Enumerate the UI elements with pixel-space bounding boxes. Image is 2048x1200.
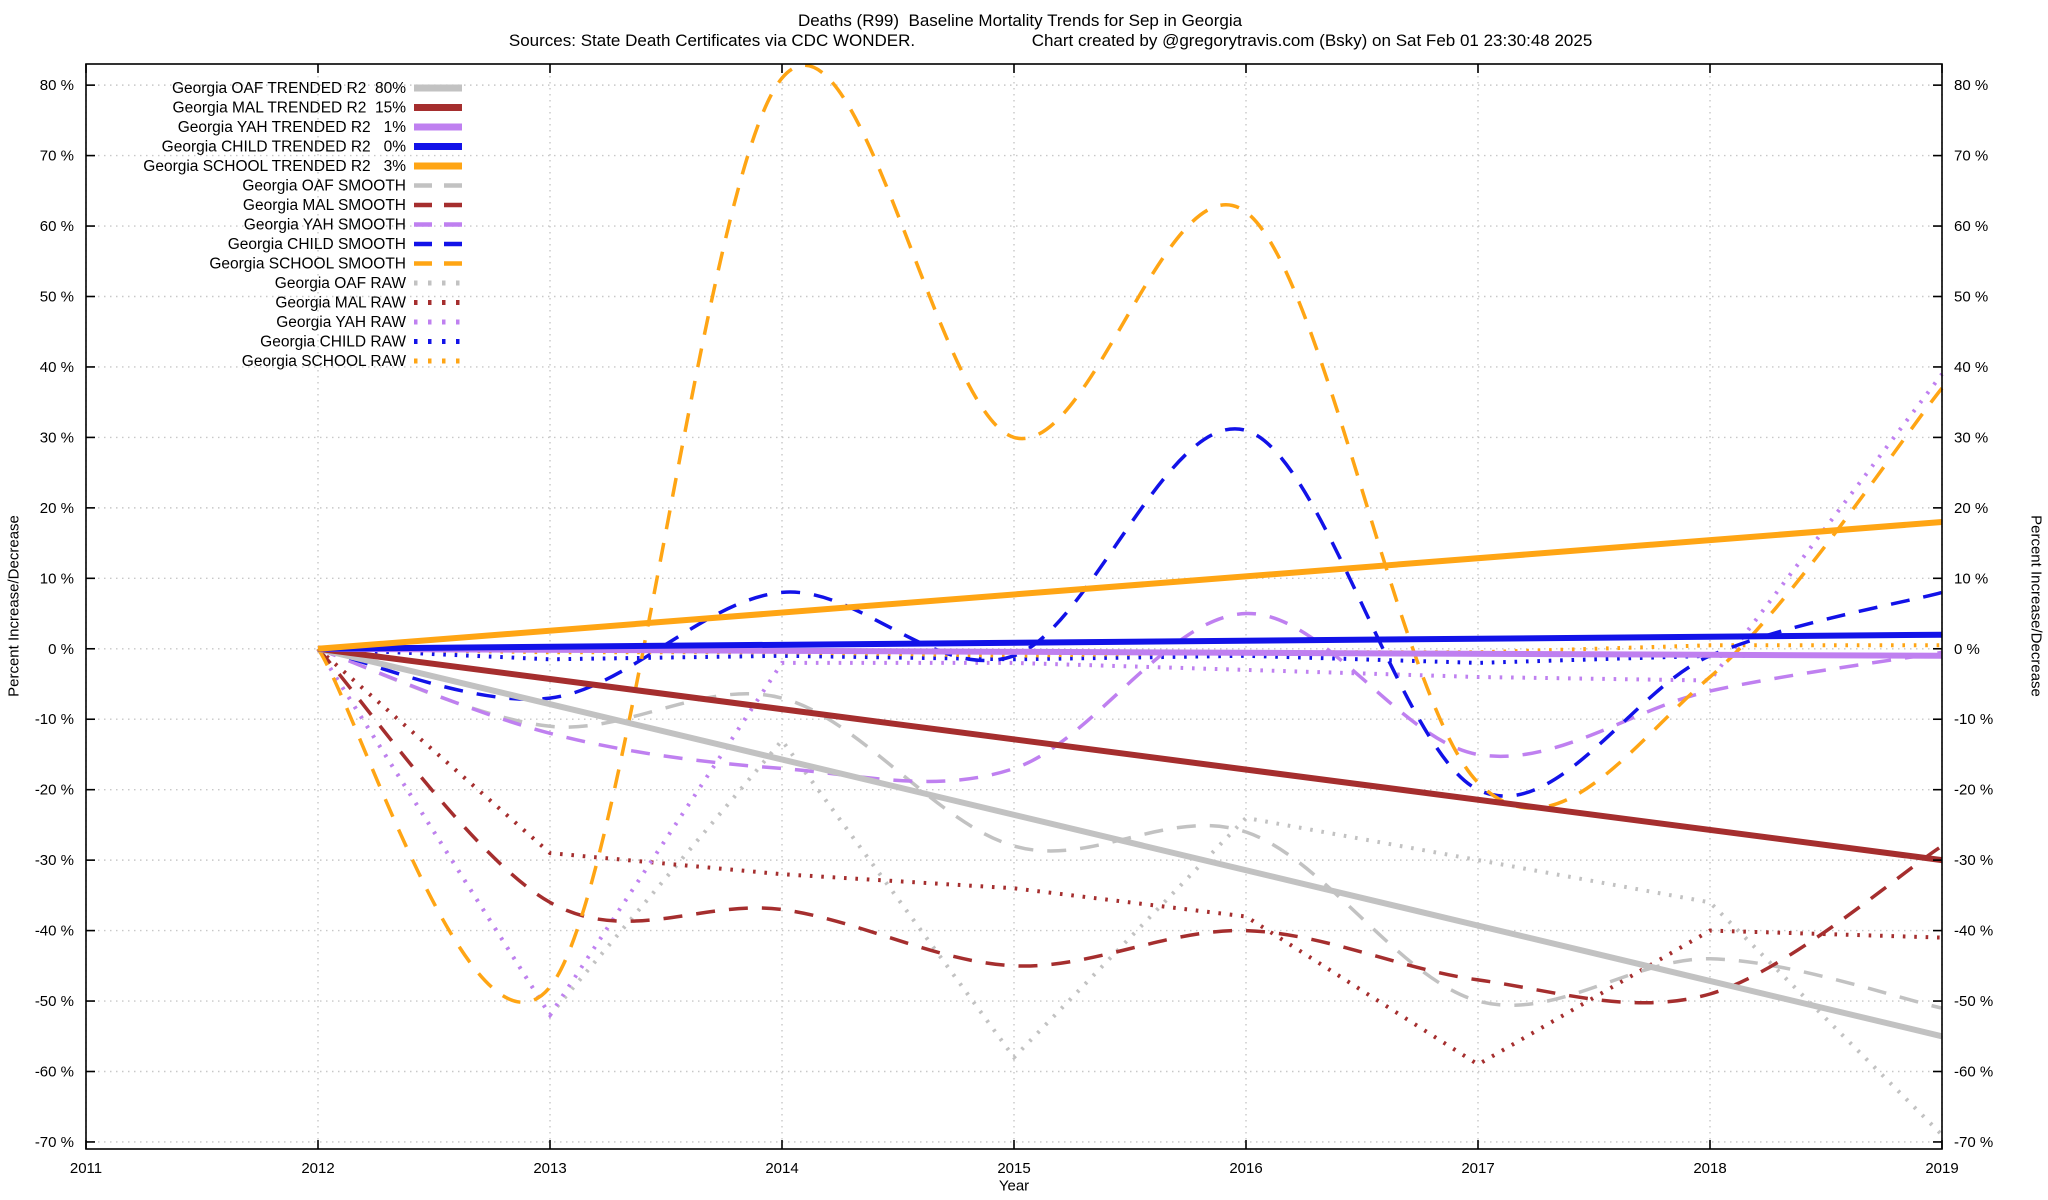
series-georgia-mal-raw (316, 647, 1943, 1067)
y-tick-label-right: 80 % (1954, 77, 1988, 94)
y-tick-label-right: -60 % (1954, 1064, 1993, 1081)
legend-label: Georgia YAH SMOOTH (244, 217, 406, 234)
series-georgia-child-smooth (317, 427, 1943, 798)
legend-label: Georgia OAF TRENDED R2 80% (172, 80, 406, 97)
y-tick-label-right: 70 % (1954, 148, 1988, 165)
series-georgia-mal-trended-r2-15 (317, 645, 1943, 864)
series-georgia-mal-smooth (316, 647, 1943, 1005)
legend-item-georgia-school-smooth: Georgia SCHOOL SMOOTH (209, 256, 462, 273)
x-axis-label: Year (998, 1177, 1030, 1195)
y-tick-label-left: 10 % (40, 570, 74, 587)
legend-item-georgia-yah-raw: Georgia YAH RAW (276, 314, 462, 331)
legend-label: Georgia OAF RAW (275, 275, 407, 292)
y-tick-label-right: 20 % (1954, 500, 1988, 517)
legend-label: Georgia MAL SMOOTH (243, 197, 406, 214)
legend-label: Georgia SCHOOL SMOOTH (209, 256, 406, 273)
legend-label: Georgia SCHOOL RAW (242, 353, 407, 370)
y-tick-label-right: -20 % (1954, 782, 1993, 799)
x-tick-label: 2011 (70, 1160, 102, 1177)
y-tick-label-left: 80 % (40, 77, 74, 94)
y-tick-label-left: 0 % (48, 641, 74, 658)
legend-item-georgia-school-trended-r2-3: Georgia SCHOOL TRENDED R2 3% (143, 158, 462, 175)
y-tick-label-right: -40 % (1954, 923, 1993, 940)
legend-label: Georgia YAH RAW (276, 314, 406, 331)
y-tick-label-right: 60 % (1954, 218, 1988, 235)
series-georgia-school-trended-r2-3 (317, 519, 1943, 652)
y-tick-label-left: -20 % (35, 782, 74, 799)
series-georgia-oaf-raw (316, 647, 1944, 1137)
y-tick-label-left: 50 % (40, 289, 74, 306)
y-tick-label-left: -10 % (35, 711, 74, 728)
y-tick-label-right: 30 % (1954, 429, 1988, 446)
y-tick-label-right: -30 % (1954, 852, 1993, 869)
legend-label: Georgia OAF SMOOTH (242, 178, 406, 195)
credit-note: Chart created by @gregorytravis.com (Bsk… (1031, 31, 1593, 50)
x-tick-label: 2018 (1693, 1160, 1726, 1177)
y-tick-label-left: 70 % (40, 148, 74, 165)
y-tick-label-left: 20 % (40, 500, 74, 517)
x-tick-label: 2019 (1925, 1160, 1958, 1177)
legend-label: Georgia MAL RAW (275, 295, 406, 312)
axis-ticks (85, 64, 1943, 1149)
series-group (316, 63, 1944, 1137)
series-georgia-yah-trended-r2-1 (317, 645, 1943, 659)
source-note: Sources: State Death Certificates via CD… (508, 31, 916, 50)
y-tick-label-left: 40 % (40, 359, 74, 376)
x-tick-label: 2015 (997, 1160, 1030, 1177)
y-tick-label-left: -70 % (35, 1134, 74, 1151)
x-tick-label: 2017 (1461, 1160, 1494, 1177)
chart-title: Deaths (R99) Baseline Mortality Trends f… (797, 11, 1243, 30)
legend-label: Georgia MAL TRENDED R2 15% (173, 100, 407, 117)
legend-item-georgia-oaf-raw: Georgia OAF RAW (275, 275, 462, 292)
x-tick-label: 2013 (533, 1160, 566, 1177)
y-tick-label-left: 30 % (40, 429, 74, 446)
legend-label: Georgia YAH TRENDED R2 1% (178, 119, 406, 136)
legend-item-georgia-oaf-smooth: Georgia OAF SMOOTH (242, 178, 462, 195)
y-tick-label-left: 60 % (40, 218, 74, 235)
legend-item-georgia-school-raw: Georgia SCHOOL RAW (242, 353, 462, 370)
legend-item-georgia-child-raw: Georgia CHILD RAW (260, 334, 462, 351)
tick-labels: -70 % -70 % -60 % -60 % -50 % -50 % -40 % -40 %… (35, 77, 1993, 1177)
legend-label: Georgia CHILD SMOOTH (228, 236, 406, 253)
legend-label: Georgia CHILD RAW (260, 334, 406, 351)
series-georgia-school-smooth (316, 63, 1944, 1004)
series-georgia-oaf-trended-r2-80 (317, 645, 1943, 1040)
legend-item-georgia-mal-raw: Georgia MAL RAW (275, 295, 462, 312)
series-georgia-child-trended-r2-0 (317, 631, 1943, 652)
y-tick-label-right: 40 % (1954, 359, 1988, 376)
legend-label: Georgia SCHOOL TRENDED R2 3% (143, 158, 406, 175)
legend-label: Georgia CHILD TRENDED R2 0% (162, 139, 407, 156)
legend-item-georgia-child-trended-r2-0: Georgia CHILD TRENDED R2 0% (162, 139, 462, 156)
y-tick-label-left: -50 % (35, 993, 74, 1010)
legend-item-georgia-mal-smooth: Georgia MAL SMOOTH (243, 197, 462, 214)
legend: Georgia OAF TRENDED R2 80% Georgia MAL TR… (143, 80, 462, 370)
y-tick-label-right: 0 % (1954, 641, 1980, 658)
legend-item-georgia-child-smooth: Georgia CHILD SMOOTH (228, 236, 462, 253)
y-tick-label-right: -50 % (1954, 993, 1993, 1010)
legend-item-georgia-mal-trended-r2-15: Georgia MAL TRENDED R2 15% (173, 100, 462, 117)
legend-item-georgia-yah-smooth: Georgia YAH SMOOTH (244, 217, 462, 234)
y-tick-label-right: -70 % (1954, 1134, 1993, 1151)
y-tick-label-left: -30 % (35, 852, 74, 869)
y-tick-label-right: -10 % (1954, 711, 1993, 728)
x-tick-label: 2012 (301, 1160, 334, 1177)
legend-item-georgia-yah-trended-r2-1: Georgia YAH TRENDED R2 1% (178, 119, 462, 136)
y-tick-label-left: -40 % (35, 923, 74, 940)
x-tick-label: 2016 (1229, 1160, 1262, 1177)
legend-item-georgia-oaf-trended-r2-80: Georgia OAF TRENDED R2 80% (172, 80, 462, 97)
x-tick-label: 2014 (765, 1160, 798, 1177)
y-tick-label-right: 50 % (1954, 289, 1988, 306)
y-tick-label-right: 10 % (1954, 570, 1988, 587)
y-tick-label-left: -60 % (35, 1064, 74, 1081)
series-georgia-yah-raw (316, 372, 1944, 1019)
